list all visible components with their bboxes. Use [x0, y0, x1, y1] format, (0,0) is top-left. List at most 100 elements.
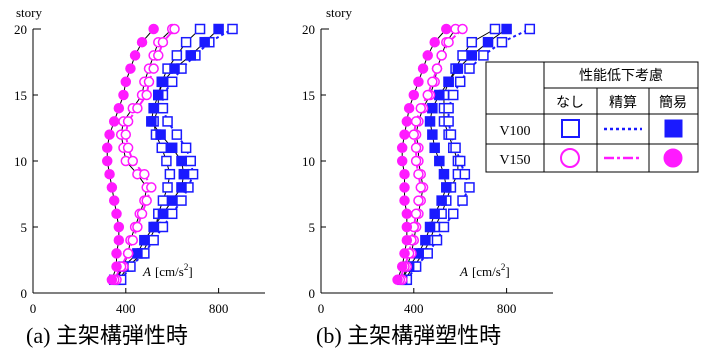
- data-point-v150-kanni: [401, 234, 413, 246]
- data-point-v100-nashi: [162, 182, 173, 193]
- data-point-v100-seisan: [431, 234, 443, 246]
- data-point-v150-seisan: [122, 248, 134, 259]
- data-point-v150-seisan: [139, 168, 150, 180]
- data-point-v100-kanni: [155, 129, 166, 140]
- data-point-v150-seisan: [122, 142, 134, 154]
- data-point-v100-seisan: [176, 195, 187, 206]
- data-point-v100-seisan: [166, 76, 178, 88]
- tick-layer: 0 400 800 0 5 10 15 20: [302, 22, 516, 316]
- data-point-v150-kanni: [399, 248, 410, 259]
- legend-marker-v150-kanni: [663, 148, 683, 168]
- legend-border: [485, 61, 699, 173]
- data-point-v150-seisan: [443, 36, 454, 48]
- data-point-v100-seisan: [443, 102, 454, 114]
- data-point-v150-kanni: [399, 129, 410, 140]
- x-tick-label: 800: [209, 301, 229, 316]
- data-point-v100-seisan: [447, 208, 459, 220]
- data-point-v150-seisan: [122, 116, 134, 127]
- data-point-v100-seisan: [454, 76, 466, 88]
- data-point-v150-seisan: [408, 129, 420, 140]
- data-point-v150-kanni: [399, 168, 410, 180]
- data-point-v150-seisan: [143, 76, 155, 88]
- legend-row-v150: V150: [499, 153, 530, 168]
- data-point-v100-seisan: [445, 129, 457, 140]
- data-point-v100-kanni: [199, 36, 210, 48]
- data-point-v150-kanni: [392, 274, 403, 286]
- data-point-v150-kanni: [118, 89, 129, 101]
- y-tick-label: 0: [309, 286, 316, 301]
- data-point-v100-kanni: [176, 155, 187, 167]
- data-point-v100-nashi: [194, 23, 206, 35]
- data-point-v150-seisan: [413, 195, 424, 206]
- data-point-v100-seisan: [162, 116, 173, 127]
- data-point-v150-seisan: [127, 155, 139, 167]
- data-point-v100-kanni: [427, 129, 438, 140]
- data-point-v100-nashi: [164, 168, 176, 180]
- legend-marker-v100-nashi: [561, 119, 580, 138]
- data-point-v100-kanni: [185, 50, 197, 61]
- data-point-v100-kanni: [166, 195, 178, 206]
- data-point-v150-kanni: [396, 142, 408, 154]
- data-point-v150-kanni: [136, 36, 148, 48]
- legend-header: 性能低下考慮: [579, 68, 663, 84]
- data-point-v100-nashi: [489, 23, 501, 35]
- series-layer: [101, 23, 238, 286]
- data-point-v150-kanni: [429, 36, 440, 48]
- data-point-v150-kanni: [417, 63, 429, 74]
- data-point-v100-kanni: [452, 63, 464, 74]
- y-tick-label: 20: [14, 22, 27, 37]
- data-point-v150-seisan: [153, 50, 164, 61]
- legend-col-kanni: 簡易: [659, 95, 687, 111]
- data-point-v150-kanni: [111, 248, 122, 259]
- data-point-v150-kanni: [113, 234, 125, 246]
- y-tick-label: 5: [21, 220, 28, 235]
- data-point-v100-kanni: [427, 102, 438, 114]
- data-point-v100-kanni: [213, 23, 224, 35]
- legend-marker-v150-nashi: [560, 148, 580, 168]
- x-tick-label: 800: [497, 301, 517, 316]
- data-point-v100-seisan: [157, 221, 169, 233]
- legend-col-seisan: 精算: [609, 95, 637, 111]
- data-point-v150-kanni: [104, 168, 115, 180]
- data-point-v100-seisan: [187, 168, 199, 180]
- data-point-v150-kanni: [396, 261, 408, 272]
- y-axis-label: story: [16, 5, 43, 20]
- data-point-v150-kanni: [399, 195, 410, 206]
- data-point-v100-kanni: [429, 208, 440, 220]
- data-point-v150-kanni: [408, 89, 420, 101]
- data-point-v100-kanni: [438, 168, 450, 180]
- x-tick-label: 400: [404, 301, 424, 316]
- legend-table: 性能低下考慮 なし 精算 簡易 V100 V150: [485, 61, 699, 173]
- data-point-v100-nashi: [161, 155, 172, 167]
- data-point-v100-kanni: [169, 63, 180, 74]
- data-point-v150-seisan: [410, 208, 422, 220]
- data-point-v150-seisan: [169, 23, 180, 35]
- data-point-v150-seisan: [132, 102, 143, 114]
- data-point-v150-kanni: [106, 182, 118, 193]
- data-point-v150-kanni: [101, 142, 113, 154]
- data-point-v150-seisan: [148, 63, 159, 74]
- data-point-v150-seisan: [422, 89, 433, 101]
- data-point-v150-kanni: [120, 76, 132, 88]
- x-axis-label: A [cm/s2]: [142, 262, 193, 279]
- data-point-v100-seisan: [447, 89, 459, 101]
- y-tick-label: 10: [302, 154, 315, 169]
- y-tick-label: 0: [21, 286, 28, 301]
- data-point-v150-kanni: [104, 129, 115, 140]
- data-point-v150-seisan: [132, 221, 143, 233]
- data-point-v100-kanni: [157, 208, 169, 220]
- data-point-v100-seisan: [496, 36, 508, 48]
- data-point-v150-seisan: [410, 116, 422, 127]
- tick-layer: 0 400 800 0 5 10 15 20: [14, 22, 228, 316]
- data-point-v100-kanni: [436, 195, 447, 206]
- data-point-v100-kanni: [148, 221, 159, 233]
- chart-panel-a: story 0 400 800 0 5 10 15 20 A [cm/s2]: [14, 5, 265, 316]
- data-point-v150-kanni: [108, 116, 120, 127]
- data-point-v100-seisan: [457, 195, 468, 206]
- data-point-v100-kanni: [443, 76, 454, 88]
- data-point-v100-kanni: [501, 23, 512, 35]
- data-point-v150-seisan: [136, 208, 148, 220]
- data-point-v150-seisan: [146, 182, 157, 193]
- x-axis-label: A [cm/s2]: [459, 262, 510, 279]
